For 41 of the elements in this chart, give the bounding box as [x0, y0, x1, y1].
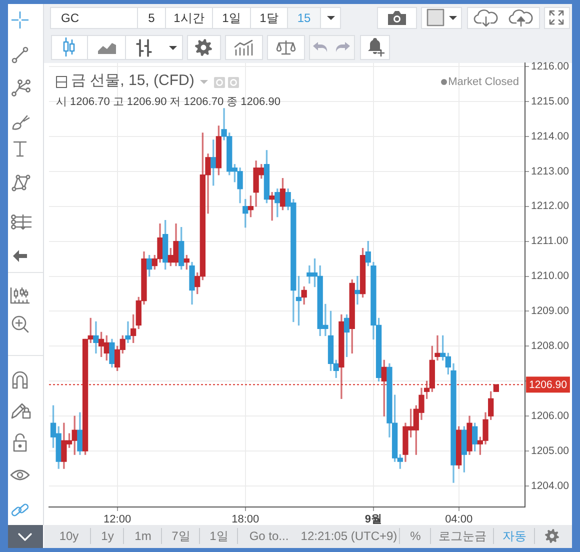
y-tick-label: 1206.00 — [531, 410, 570, 422]
text: 금 선물, 15, (CFD) — [71, 71, 194, 90]
candlestick — [125, 321, 131, 344]
y-tick-label: 1210.00 — [531, 270, 570, 282]
y-tick-label: 1213.00 — [531, 165, 570, 178]
text: 1일 — [199, 528, 238, 544]
y-tick-label: 1205.00 — [531, 444, 570, 457]
x-tick-label: 18:00 — [232, 514, 260, 526]
candlestick — [354, 276, 360, 305]
y-tick-label: 1212.00 — [531, 200, 570, 212]
x-tick-label: 12:00 — [104, 514, 132, 526]
text: 12:21:05 (UTC+9) — [300, 528, 398, 544]
y-tick-label: 1209.00 — [531, 305, 570, 318]
text: 1m — [123, 528, 162, 544]
candlestick — [269, 192, 275, 221]
candlestick — [434, 335, 440, 360]
annotation: Market Closed — [448, 76, 519, 88]
y-tick-label: 1211.00 — [531, 235, 568, 248]
text: 1y — [90, 528, 124, 544]
text: 1일 — [222, 11, 241, 25]
text: 15 — [297, 11, 311, 25]
y-tick-label: 1216.00 — [531, 60, 570, 72]
text: 5 — [148, 11, 155, 25]
candlestick — [93, 321, 99, 354]
text: 10y — [58, 528, 80, 544]
y-tick-label: 1208.00 — [531, 340, 570, 352]
y-tick-label: 1204.00 — [531, 480, 570, 492]
text: 시 1206.70 고 1206.90 저 1206.70 종 1206.90 — [56, 95, 280, 109]
y-tick-label: 1214.00 — [531, 130, 570, 142]
ref-line-label: 1206.90 — [529, 379, 568, 392]
x-tick-label: 9월 — [364, 514, 382, 526]
text: GC — [61, 11, 79, 25]
x-tick-label: 04:00 — [445, 514, 473, 526]
text: 자동 — [493, 528, 535, 544]
text: 1시간 — [174, 11, 204, 25]
text: 1달 — [260, 11, 278, 25]
y-tick-label: 1215.00 — [531, 95, 570, 108]
text: 로그눈금 — [430, 528, 494, 544]
text: % — [399, 528, 431, 544]
text: Go to... — [237, 528, 300, 544]
text: 7일 — [161, 528, 200, 544]
